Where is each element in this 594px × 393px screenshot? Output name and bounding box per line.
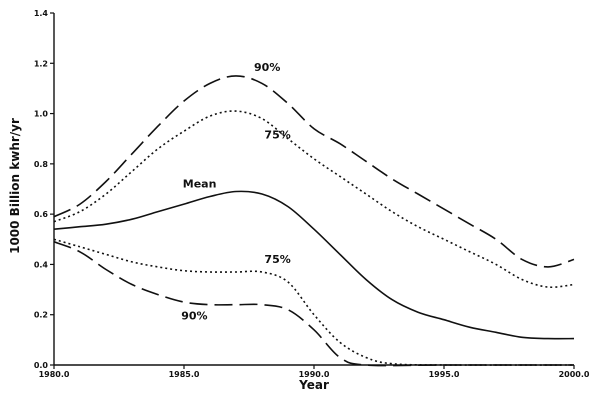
x-axis-title: Year: [298, 378, 329, 392]
x-tick-label: 1985.0: [169, 370, 200, 379]
series-line-lower90: [53, 241, 574, 367]
y-tick-label: 0.8: [34, 160, 49, 169]
series-line-upper90: [53, 75, 575, 268]
series-line-lower75: [53, 238, 575, 366]
annotation-label: 75%: [264, 129, 290, 142]
y-tick-label: 0.6: [34, 210, 49, 219]
x-tick-label: 1995.0: [429, 370, 460, 379]
y-tick-label: 1.0: [34, 110, 49, 119]
y-tick-label: 0.2: [34, 311, 48, 320]
y-tick-label: 1.2: [34, 59, 48, 68]
x-tick-label: 1980.0: [39, 370, 70, 379]
series-group: [53, 75, 575, 367]
x-tick-label: 1990.0: [299, 370, 330, 379]
annotation-label: 90%: [181, 310, 207, 323]
y-axis-title: 1000 Billion kwhr/yr: [8, 118, 22, 254]
axes: 0.0 0.2 0.4 0.6 0.8 1.0 1.2 1.4 1980.0 1985.0 1990…: [34, 9, 590, 379]
x-tick-label: 2000.0: [559, 370, 590, 379]
annotations: 90% 75% Mean 75% 90%: [181, 61, 291, 323]
annotation-label: 75%: [264, 253, 290, 266]
annotation-label: 90%: [254, 61, 280, 74]
series-line-upper75: [53, 110, 575, 289]
series-line-mean: [53, 190, 575, 340]
y-tick-label: 0.0: [34, 361, 49, 370]
y-tick-label: 0.4: [34, 260, 49, 269]
annotation-label: Mean: [183, 178, 217, 191]
y-tick-label: 1.4: [34, 9, 49, 18]
